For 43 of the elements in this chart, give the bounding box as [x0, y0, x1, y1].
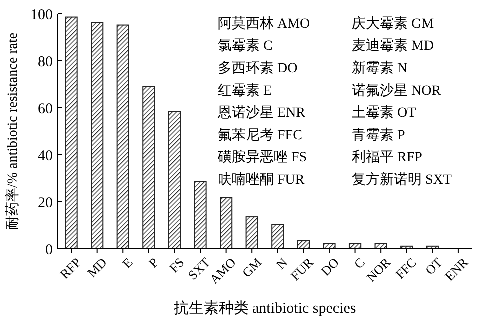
annotation: 阿莫西林 AMO — [218, 16, 310, 32]
annotation: 复方新诺明 SXT — [352, 172, 452, 188]
annotation: 新霉素 N — [352, 60, 408, 76]
x-tick-label: GM — [239, 254, 265, 280]
annotation: 红霉素 E — [218, 82, 272, 99]
bar — [323, 243, 336, 250]
y-tick-label: 80 — [38, 54, 53, 70]
annotation: 氟苯尼考 FFC — [218, 127, 302, 144]
y-tick-label: 20 — [38, 195, 53, 212]
y-tick-label: 100 — [30, 7, 53, 24]
x-tick-label: P — [146, 254, 162, 271]
annotation: 庆大霉素 GM — [352, 16, 435, 32]
x-axis-title: 抗生素种类 antibiotic species — [174, 300, 356, 317]
y-tick-label: 40 — [38, 148, 53, 164]
x-tick-label: DO — [318, 254, 342, 279]
bar — [142, 86, 156, 250]
bar — [220, 197, 233, 250]
annotation: 氯霉素 C — [218, 38, 273, 54]
annotation: 诺氟沙星 NOR — [352, 82, 442, 99]
y-tick-label: 0 — [46, 242, 53, 258]
bar — [194, 181, 207, 250]
bar — [246, 216, 258, 250]
bar — [91, 22, 104, 250]
x-tick-label: FS — [166, 254, 188, 276]
bar — [65, 16, 78, 250]
y-axis-title: 耐药率/% antibiotic resistance rate — [5, 32, 21, 230]
annotation: 恩诺沙星 ENR — [217, 105, 306, 122]
annotation: 多西环素 DO — [218, 60, 298, 76]
annotation: 利福平 RFP — [352, 150, 423, 166]
bar — [116, 24, 130, 250]
bar — [272, 224, 284, 250]
annotation: 土霉素 OT — [352, 105, 417, 122]
annotation: 麦迪霉素 MD — [352, 38, 434, 54]
x-tick-label: FFC — [392, 254, 420, 282]
x-tick-label: RFP — [57, 254, 84, 282]
x-tick-label: MD — [84, 254, 110, 280]
bar — [168, 111, 182, 250]
annotation: 磺胺异恶唑 FS — [217, 150, 308, 166]
annotation: 呋喃唑酮 FUR — [218, 172, 306, 188]
x-tick-label: C — [351, 254, 368, 272]
annotation: 青霉素 P — [352, 127, 406, 144]
x-tick-label: E — [119, 254, 136, 272]
y-tick-label: 60 — [38, 101, 53, 118]
